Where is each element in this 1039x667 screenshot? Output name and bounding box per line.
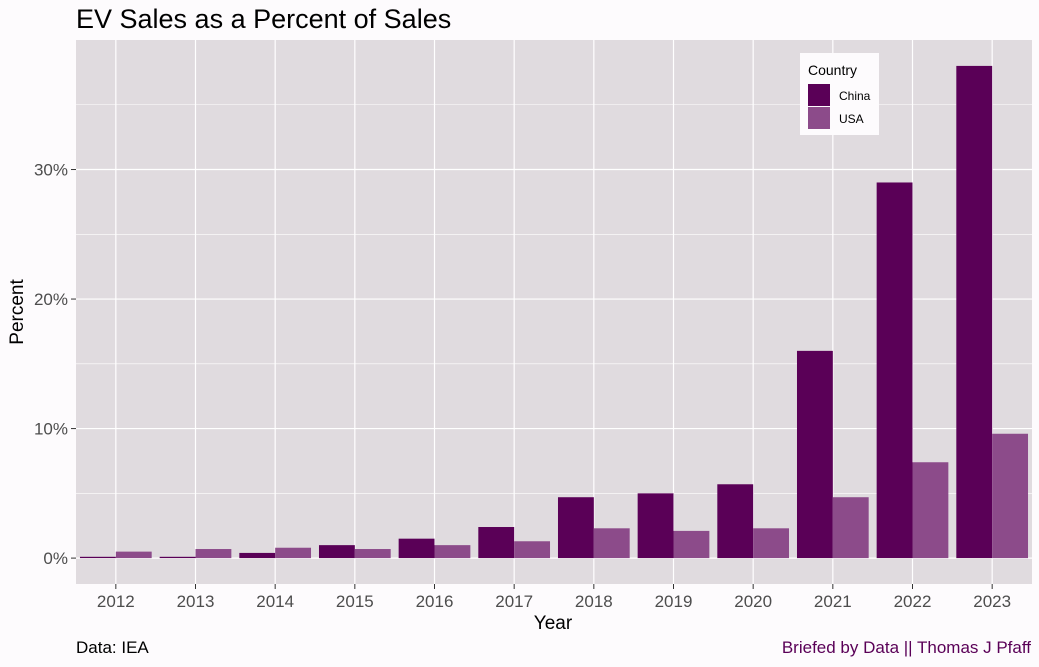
legend-title: Country [808,62,857,78]
legend: Country China USA [800,53,879,135]
bar-china-2023 [956,65,993,559]
chart-title: EV Sales as a Percent of Sales [76,4,451,34]
bar-usa-2013 [195,549,232,559]
legend-label-china: China [839,89,871,103]
legend-key-china [808,84,830,106]
bar-usa-2018 [593,528,630,559]
bar-china-2019 [637,493,674,559]
bar-china-2013 [159,556,196,559]
x-tick-label: 2020 [734,592,772,611]
bar-usa-2014 [275,547,312,559]
bar-usa-2012 [115,551,152,559]
x-tick-label: 2015 [336,592,374,611]
y-tick-label: 0% [43,549,68,568]
axes-group: 0% 10% 20% 30% 2012 2013 2014 2015 2016 2017 2018 2… [34,161,1011,611]
bar-usa-2019 [673,530,710,559]
bar-china-2018 [557,497,594,559]
x-tick-label: 2012 [97,592,135,611]
bar-china-2015 [318,545,355,559]
x-tick-label: 2019 [655,592,693,611]
x-tick-label: 2013 [177,592,215,611]
x-tick-label: 2021 [814,592,852,611]
bar-usa-2022 [912,462,949,559]
bar-china-2012 [79,556,116,559]
bar-china-2020 [717,484,754,559]
y-tick-label: 10% [34,420,68,439]
x-tick-label: 2017 [495,592,533,611]
bar-china-2022 [876,182,913,559]
x-tick-label: 2018 [575,592,613,611]
x-tick-label: 2016 [416,592,454,611]
x-tick-label: 2014 [256,592,294,611]
bar-usa-2020 [753,528,790,559]
credit-caption: Briefed by Data || Thomas J Pfaff [781,638,1031,657]
bars-group [79,65,1029,559]
y-tick-label: 20% [34,290,68,309]
bar-usa-2017 [514,541,551,559]
bar-china-2016 [398,538,435,559]
legend-key-usa [808,107,830,129]
bar-usa-2021 [832,497,869,559]
bar-china-2021 [796,350,833,559]
y-tick-label: 30% [34,161,68,180]
bar-china-2017 [478,527,515,559]
bar-usa-2016 [434,545,471,559]
source-caption: Data: IEA [76,638,149,657]
y-axis-label: Percent [7,279,28,345]
x-tick-label: 2023 [973,592,1011,611]
x-tick-label: 2022 [894,592,932,611]
bar-china-2014 [239,552,276,559]
legend-label-usa: USA [839,112,864,126]
bar-usa-2023 [992,433,1029,559]
bar-usa-2015 [354,549,391,559]
x-axis-label: Year [534,613,573,634]
